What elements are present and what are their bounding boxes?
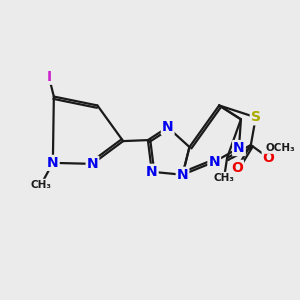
Text: N: N: [87, 157, 98, 171]
Text: N: N: [146, 165, 158, 179]
Text: N: N: [47, 156, 59, 170]
Text: O: O: [231, 161, 243, 175]
Text: CH₃: CH₃: [31, 180, 52, 190]
Text: N: N: [233, 141, 245, 155]
Text: I: I: [46, 70, 52, 84]
Text: N: N: [162, 120, 173, 134]
Text: CH₃: CH₃: [214, 173, 235, 183]
Text: N: N: [208, 155, 220, 169]
Text: OCH₃: OCH₃: [266, 143, 296, 153]
Text: N: N: [177, 168, 188, 182]
Text: O: O: [263, 151, 274, 165]
Text: S: S: [251, 110, 261, 124]
